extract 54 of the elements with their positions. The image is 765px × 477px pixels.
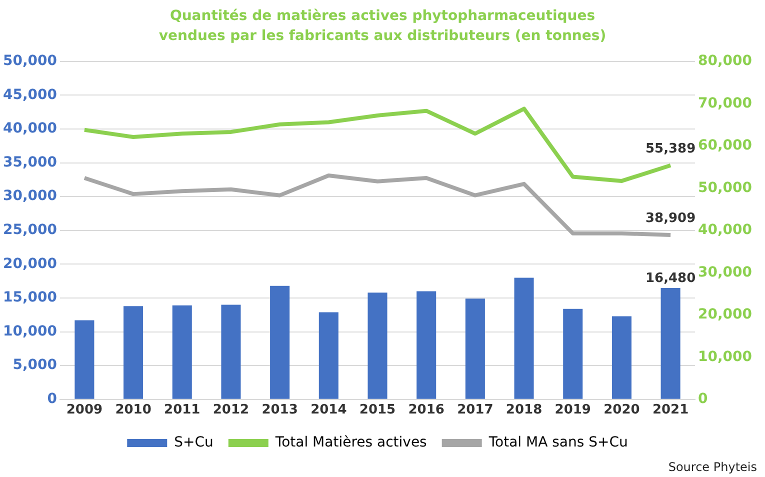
bar xyxy=(612,316,632,399)
x-tick-label: 2014 xyxy=(310,402,347,418)
x-tick-label: 2021 xyxy=(652,402,689,418)
data-label: 55,389 xyxy=(645,141,696,156)
bar xyxy=(416,291,436,399)
y-tick-label: 15,000 xyxy=(2,290,58,306)
bar xyxy=(124,306,144,399)
data-label: 38,909 xyxy=(645,210,696,226)
y-tick-label: 10,000 xyxy=(2,323,58,340)
y2-tick-label: 70,000 xyxy=(698,95,752,112)
y2-tick-label: 20,000 xyxy=(698,306,752,323)
y-tick-label: 5,000 xyxy=(12,357,58,374)
x-tick-label: 2010 xyxy=(115,402,152,418)
x-tick-label: 2013 xyxy=(262,402,298,418)
y2-tick-label: 80,000 xyxy=(698,53,752,70)
bar xyxy=(172,305,192,399)
bar xyxy=(563,308,583,399)
bar xyxy=(74,320,94,399)
x-tick-label: 2019 xyxy=(554,402,591,418)
y2-tick-label: 40,000 xyxy=(698,222,752,238)
y-tick-label: 35,000 xyxy=(2,154,58,170)
y2-tick-label: 50,000 xyxy=(698,180,752,196)
x-tick-label: 2015 xyxy=(359,402,396,418)
bar xyxy=(660,288,680,399)
bar xyxy=(465,298,485,399)
bar xyxy=(270,286,290,399)
y-tick-label: 20,000 xyxy=(2,256,58,272)
bar xyxy=(318,312,338,399)
y2-tick-label: 30,000 xyxy=(698,264,752,280)
source-note: Source Phyteis xyxy=(668,460,757,474)
legend-label: Total MA sans S+Cu xyxy=(488,434,628,451)
y-tick-label: 50,000 xyxy=(2,53,58,70)
chart-title: Quantités de matières actives phytopharmaceutiques vendues par les fabricants aux distributeurs (en tonnes) xyxy=(158,7,608,46)
bar xyxy=(221,304,241,399)
bar xyxy=(514,278,534,399)
bar xyxy=(368,292,388,399)
x-tick-label: 2017 xyxy=(457,402,494,418)
y-tick-label: 45,000 xyxy=(2,86,58,103)
y2-tick-label: 60,000 xyxy=(698,138,752,154)
x-tick-label: 2011 xyxy=(164,402,200,418)
y2-tick-label: 0 xyxy=(698,391,708,408)
y-tick-label: 40,000 xyxy=(2,120,58,137)
y2-tick-label: 10,000 xyxy=(698,348,752,365)
x-tick-label: 2016 xyxy=(408,402,444,418)
legend-label: Total Matières actives xyxy=(274,434,427,451)
x-tick-label: 2009 xyxy=(66,402,103,418)
y-tick-label: 30,000 xyxy=(2,188,58,204)
y-tick-label: 25,000 xyxy=(2,222,58,238)
x-tick-label: 2012 xyxy=(212,402,250,418)
data-label: 16,480 xyxy=(645,270,696,286)
x-tick-label: 2018 xyxy=(506,402,542,418)
y-tick-label: 0 xyxy=(47,391,58,408)
x-tick-label: 2020 xyxy=(604,402,640,418)
legend-label: S+Cu xyxy=(174,434,214,451)
